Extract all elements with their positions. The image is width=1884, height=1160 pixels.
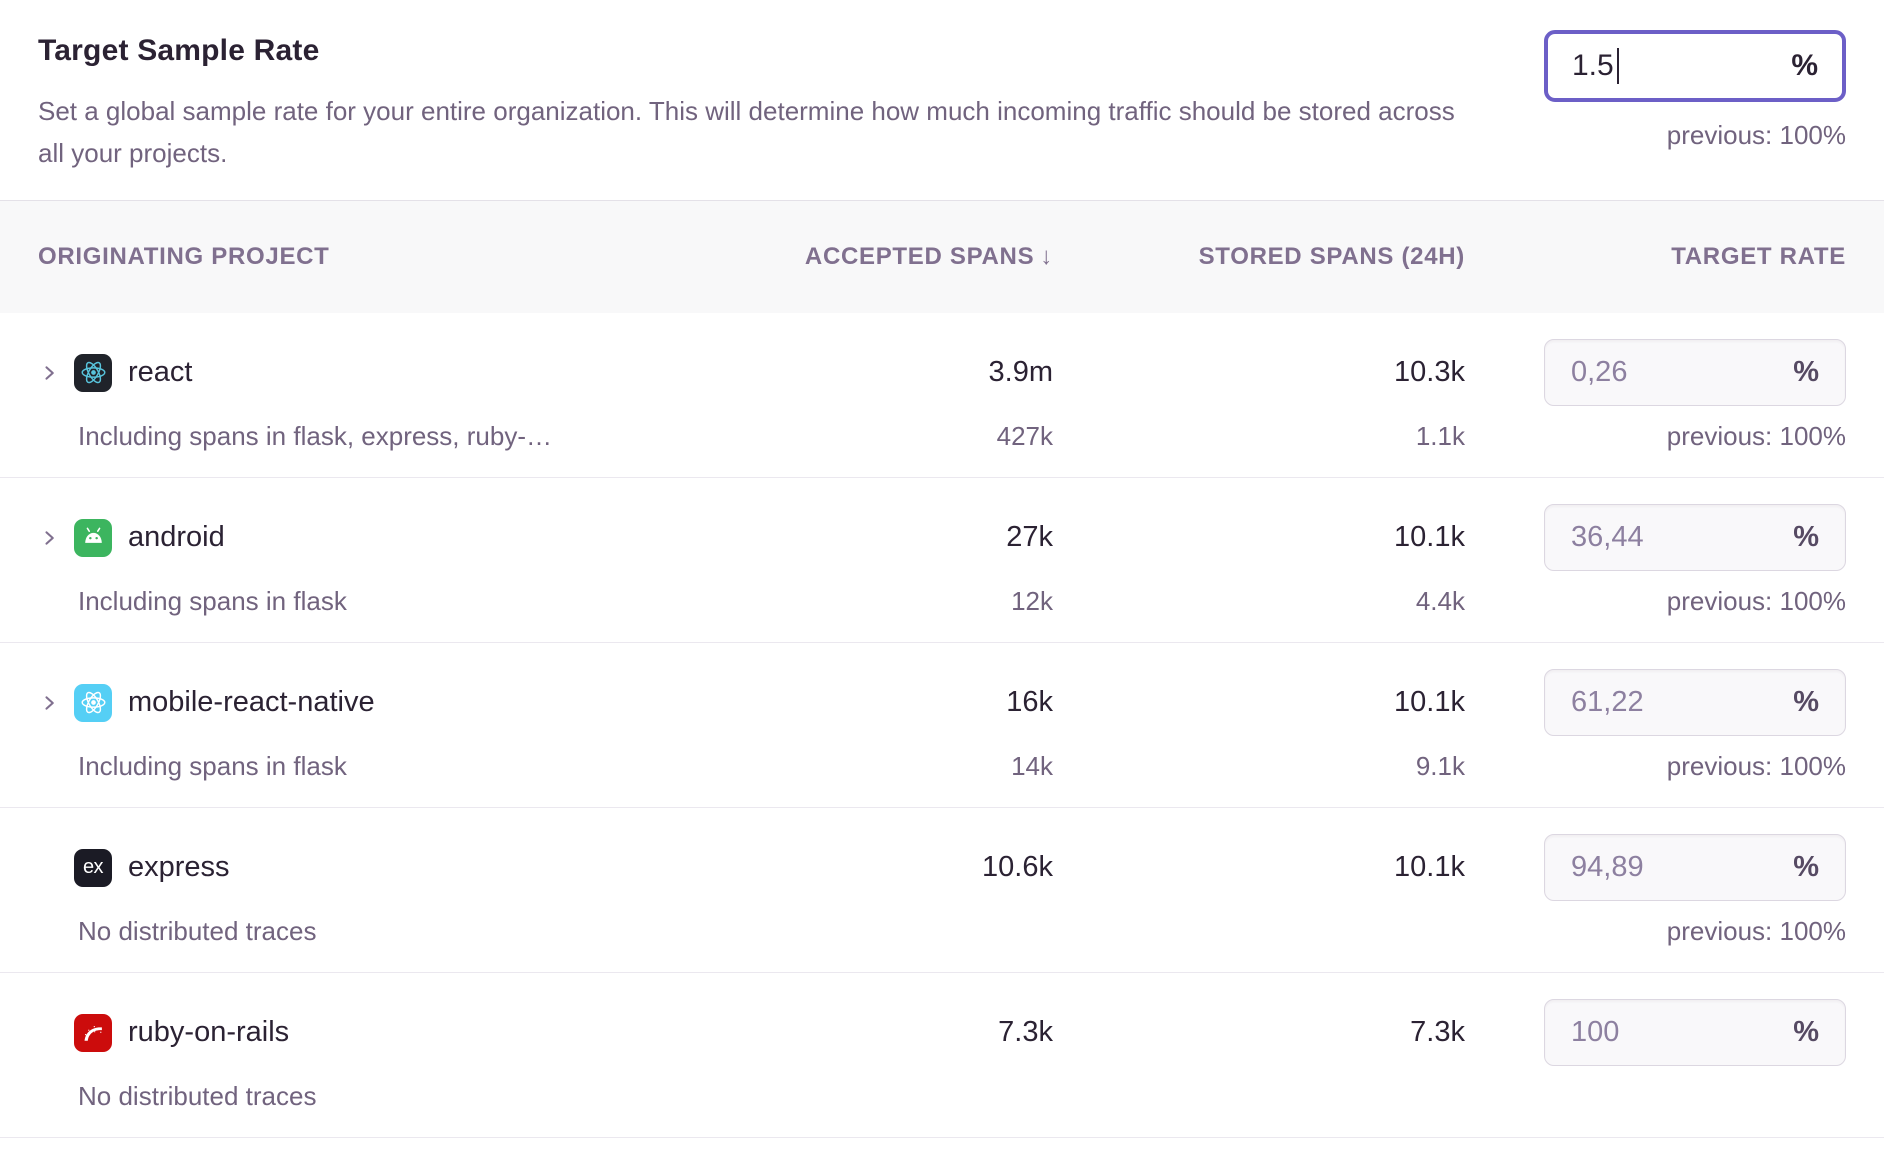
global-sample-rate-input[interactable]: 1.5 % [1544,30,1846,102]
android-platform-icon [74,518,112,557]
table-row-ruby-on-rails: ruby-on-rails 7.3k 7.3k 100 % No distrib… [0,973,1884,1138]
expand-chevron-icon[interactable] [38,362,60,384]
accepted-spans-value: 3.9m [988,356,1053,388]
included-spans-label: Including spans in flask [78,585,347,616]
column-header-stored-spans: STORED SPANS (24H) [1198,243,1465,270]
stored-spans-value: 10.1k [1394,851,1465,883]
target-rate-value: 100 [1571,1016,1620,1048]
percent-suffix: % [1793,686,1819,718]
react-platform-icon [74,353,112,392]
included-spans-label: Including spans in flask, express, ruby-… [78,420,552,451]
percent-suffix: % [1793,851,1819,883]
stored-spans-value: 7.3k [1410,1016,1465,1048]
panel-description: Set a global sample rate for your entire… [38,96,1455,168]
accepted-spans-value: 7.3k [998,1016,1053,1048]
accepted-spans-value: 27k [1006,521,1053,553]
sub-accepted-spans-value: 14k [1011,750,1053,781]
target-rate-input[interactable]: 0,26 % [1544,339,1846,406]
text-cursor [1616,48,1619,84]
target-rate-input[interactable]: 100 % [1544,999,1846,1066]
expand-chevron-icon[interactable] [38,692,60,714]
column-header-accepted-spans[interactable]: ACCEPTED SPANS ↓ [804,243,1053,270]
sort-descending-icon: ↓ [1040,243,1053,270]
percent-suffix: % [1793,356,1819,388]
target-rate-value: 0,26 [1571,356,1628,388]
project-name: mobile-react-native [128,686,375,718]
stored-spans-value: 10.1k [1394,686,1465,718]
table-row-express: ex express 10.6k 10.1k 94,89 % No distri… [0,808,1884,973]
target-rate-input[interactable]: 61,22 % [1544,669,1846,736]
accepted-spans-value: 10.6k [982,851,1053,883]
project-name: express [128,851,230,883]
global-sample-rate-value: 1.5 [1572,49,1614,82]
stored-spans-value: 10.1k [1394,521,1465,553]
percent-suffix: % [1793,521,1819,553]
express-platform-icon: ex [74,848,112,887]
previous-rate-label: previous: 100% [1666,585,1846,616]
project-name: ruby-on-rails [128,1016,290,1048]
project-name: android [128,521,225,553]
page-title: Target Sample Rate [38,34,320,67]
no-distributed-traces-label: No distributed traces [78,1080,317,1111]
sub-accepted-spans-value: 427k [996,420,1053,451]
percent-suffix: % [1791,49,1818,82]
percent-suffix: % [1793,1016,1819,1048]
target-rate-input[interactable]: 94,89 % [1544,834,1846,901]
table-row-react: react 3.9m 10.3k 0,26 % Including spans … [0,313,1884,478]
no-distributed-traces-label: No distributed traces [78,915,317,946]
target-rate-value: 61,22 [1571,686,1644,718]
table-header-row: ORIGINATING PROJECT ACCEPTED SPANS ↓ STOR… [0,200,1884,313]
react-native-platform-icon [74,683,112,722]
target-sample-rate-panel: Target Sample Rate Set a global sample r… [0,0,1884,200]
previous-rate-label: previous: 100% [1666,750,1846,781]
project-name: react [128,356,193,388]
previous-rate-label: previous: 100% [1666,420,1846,451]
accepted-spans-value: 16k [1006,686,1053,718]
sub-stored-spans-value: 9.1k [1415,750,1465,781]
table-row-android: android 27k 10.1k 36,44 % Including span… [0,478,1884,643]
column-header-target-rate: TARGET RATE [1671,243,1846,270]
expand-chevron-icon[interactable] [38,527,60,549]
sub-stored-spans-value: 4.4k [1415,585,1465,616]
sub-accepted-spans-value: 12k [1011,585,1053,616]
rails-platform-icon [74,1013,112,1052]
previous-rate-label: previous: 100% [1666,120,1846,150]
included-spans-label: Including spans in flask [78,750,347,781]
target-rate-value: 94,89 [1571,851,1644,883]
target-rate-value: 36,44 [1571,521,1644,553]
target-rate-input[interactable]: 36,44 % [1544,504,1846,571]
stored-spans-value: 10.3k [1394,356,1465,388]
table-row-mobile-react-native: mobile-react-native 16k 10.1k 61,22 % In… [0,643,1884,808]
previous-rate-label: previous: 100% [1666,915,1846,946]
sub-stored-spans-value: 1.1k [1415,420,1465,451]
column-header-originating-project: ORIGINATING PROJECT [38,243,330,270]
